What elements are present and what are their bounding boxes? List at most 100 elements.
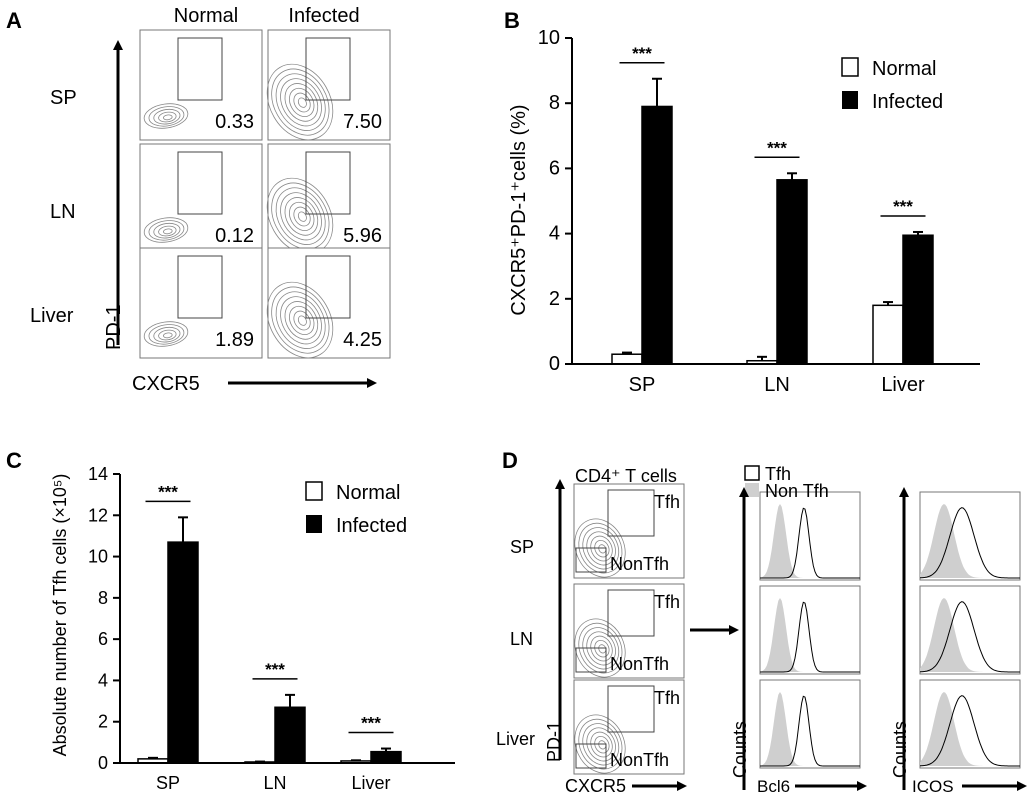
y-tick-label: 2 [549,288,560,310]
contour-line [143,217,189,243]
d-tfh-gate-label: Tfh [654,688,680,708]
contour-line [158,225,177,237]
histogram-tfh [920,695,1020,767]
gate-box [177,151,223,215]
contour-line [275,73,326,131]
d-title: CD4⁺ T cells [575,466,677,486]
contour-line [148,220,185,241]
y-tick-label: 14 [88,464,108,484]
d-row-label-ln: LN [510,629,533,649]
category-label-sp: SP [629,374,656,396]
contour-line [582,723,620,766]
col-header-infected: Infected [288,5,359,27]
y-tick-label: 4 [549,223,560,245]
contour-line [143,321,189,347]
contour-line [271,182,330,250]
panel-d-flow-histograms: CD4⁺ T cells SP LN Liver TfhNonTfhTfhNon… [496,464,1027,796]
d-legend-tfh-swatch [744,465,760,481]
row-label-liver: Liver [30,305,74,327]
bar-infected-liver [902,234,934,365]
d-contour-plots: Tfh NonTfh Tfh NonTfh Tfh NonTfh [573,483,685,775]
contour-line [574,618,626,678]
legend-c-infected-swatch [306,515,322,533]
d-bcl6-label: Bcl6 [757,777,790,796]
row-label-ln: LN [50,201,76,223]
flow-plot-frame [139,143,263,255]
d-flow-frame [573,583,685,679]
significance-stars: *** [767,138,787,157]
d-tfh-gate [607,489,655,537]
contour-line [598,544,607,554]
d-flow-frame [573,679,685,775]
contour-line [574,714,626,774]
d-icos-label: ICOS [912,777,954,796]
d-nontfh-gate-label: NonTfh [610,654,669,674]
gate-percentage: 5.96 [343,225,382,247]
panel-c-bar-chart: 0 2 4 6 8 10 12 14 *** SP *** LN *** Liver Absolute n… [50,464,455,793]
contour-line [280,78,322,127]
contour-line [590,535,613,562]
contour-line [158,111,177,123]
contour-line [578,718,623,770]
contour-line [271,68,330,136]
y-tick-label: 10 [88,547,108,567]
contour-line [586,531,616,566]
y-tick-label: 6 [98,629,108,649]
gate-percentage: 1.89 [215,329,254,351]
col-header-normal: Normal [174,5,238,27]
panel-a-flow-plots: Normal Infected SP LN Liver 0.33 7.50 0.12… [30,5,391,395]
bar-infected-sp [641,105,673,365]
d-tfh-gate-label: Tfh [654,592,680,612]
flow-plot-frame [267,247,391,359]
d-counts-label-2: Counts [890,721,910,778]
d-legend-tfh-label: Tfh [765,464,791,484]
histogram-non-tfh [920,598,1020,672]
contour-line [297,315,307,326]
chart-c-y-label: Absolute number of Tfh cells (×10⁵) [50,474,70,757]
contour-line [275,187,326,245]
d-nontfh-gate [575,547,607,573]
pd1-axis-label: PD-1 [103,304,125,350]
gate-box [177,37,223,101]
contour-line [578,622,623,674]
contour-line [289,201,315,232]
d-cxcr5-axis-label: CXCR5 [565,776,626,796]
contour-line [578,522,623,574]
d-counts-label-1: Counts [730,721,750,778]
d-row-label-sp: SP [510,537,534,557]
contour-line [275,291,326,349]
contour-line [293,206,311,227]
histogram-non-tfh [760,692,860,766]
significance-stars: *** [158,482,178,501]
chart-b-plot-area: 0 2 4 6 8 10 *** SP *** LN *** Liver [538,27,934,396]
contour-line [284,301,319,340]
panel-label-b: B [504,8,520,33]
panel-label-d: D [502,448,518,473]
panel-b-bar-chart: 0 2 4 6 8 10 *** SP *** LN *** Liver CXCR5⁺PD-1⁺cel… [508,27,980,396]
contour-line [586,631,616,666]
contour-line [284,83,319,122]
significance-stars: *** [893,197,913,216]
y-tick-label: 0 [98,753,108,773]
y-tick-label: 0 [549,353,560,375]
bar-infected-liver [370,750,402,764]
legend-b-infected-label: Infected [872,91,943,113]
contour-line [148,324,185,345]
contour-line [289,87,315,118]
panel-label-a: A [6,8,22,33]
contour-line [158,329,177,341]
bar-infected-sp [167,541,199,764]
histogram-non-tfh [760,504,860,578]
y-tick-label: 12 [88,505,108,525]
histogram-tfh [760,601,860,673]
chart-c-plot-area: 0 2 4 6 8 10 12 14 *** SP *** LN *** Liver [88,464,402,793]
contour-line [582,627,620,670]
bar-normal-sp [611,353,643,365]
category-label-liver: Liver [881,374,925,396]
d-tfh-gate [607,589,655,637]
panel-label-c: C [6,448,22,473]
d-nontfh-gate-label: NonTfh [610,554,669,574]
legend-b-infected-swatch [842,91,858,109]
flow-plot-frame [267,29,391,141]
